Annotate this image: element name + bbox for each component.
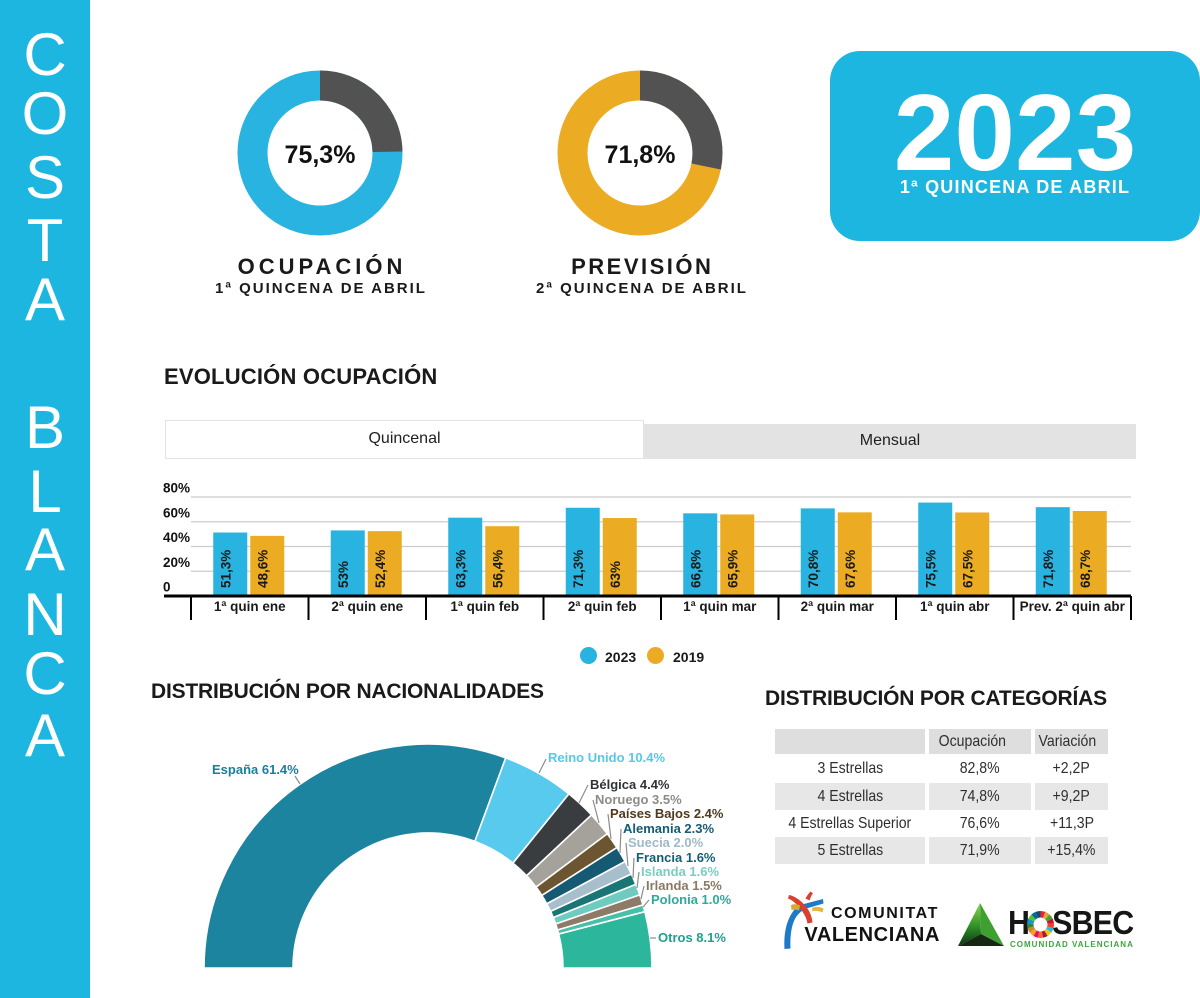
svg-text:51,3%: 51,3% <box>218 550 233 588</box>
svg-text:40%: 40% <box>163 530 190 545</box>
svg-text:2ª quin mar: 2ª quin mar <box>801 599 875 614</box>
svg-text:1ª quin feb: 1ª quin feb <box>450 599 519 614</box>
svg-text:Prev. 2ª quin abr: Prev. 2ª quin abr <box>1020 599 1126 614</box>
svg-text:0: 0 <box>163 580 171 595</box>
svg-text:1ª quin mar: 1ª quin mar <box>683 599 757 614</box>
svg-text:20%: 20% <box>163 555 190 570</box>
svg-text:1ª quin ene: 1ª quin ene <box>214 599 286 614</box>
svg-text:63%: 63% <box>608 561 623 588</box>
svg-text:67,5%: 67,5% <box>960 550 975 588</box>
svg-text:80%: 80% <box>163 481 190 496</box>
svg-text:71,8%: 71,8% <box>1041 550 1056 588</box>
svg-text:71,3%: 71,3% <box>571 550 586 588</box>
svg-text:67,6%: 67,6% <box>843 550 858 588</box>
svg-text:52,4%: 52,4% <box>373 550 388 588</box>
svg-text:63,3%: 63,3% <box>453 550 468 588</box>
svg-text:68,7%: 68,7% <box>1078 550 1093 588</box>
svg-text:2ª quin feb: 2ª quin feb <box>568 599 637 614</box>
svg-text:48,6%: 48,6% <box>255 550 270 588</box>
svg-text:2ª quin ene: 2ª quin ene <box>331 599 403 614</box>
svg-text:56,4%: 56,4% <box>490 550 505 588</box>
svg-text:65,9%: 65,9% <box>725 550 740 588</box>
svg-text:53%: 53% <box>336 561 351 588</box>
svg-text:75,5%: 75,5% <box>923 550 938 588</box>
svg-text:60%: 60% <box>163 505 190 520</box>
svg-text:1ª quin abr: 1ª quin abr <box>920 599 990 614</box>
svg-text:70,8%: 70,8% <box>806 550 821 588</box>
svg-text:66,8%: 66,8% <box>688 550 703 588</box>
